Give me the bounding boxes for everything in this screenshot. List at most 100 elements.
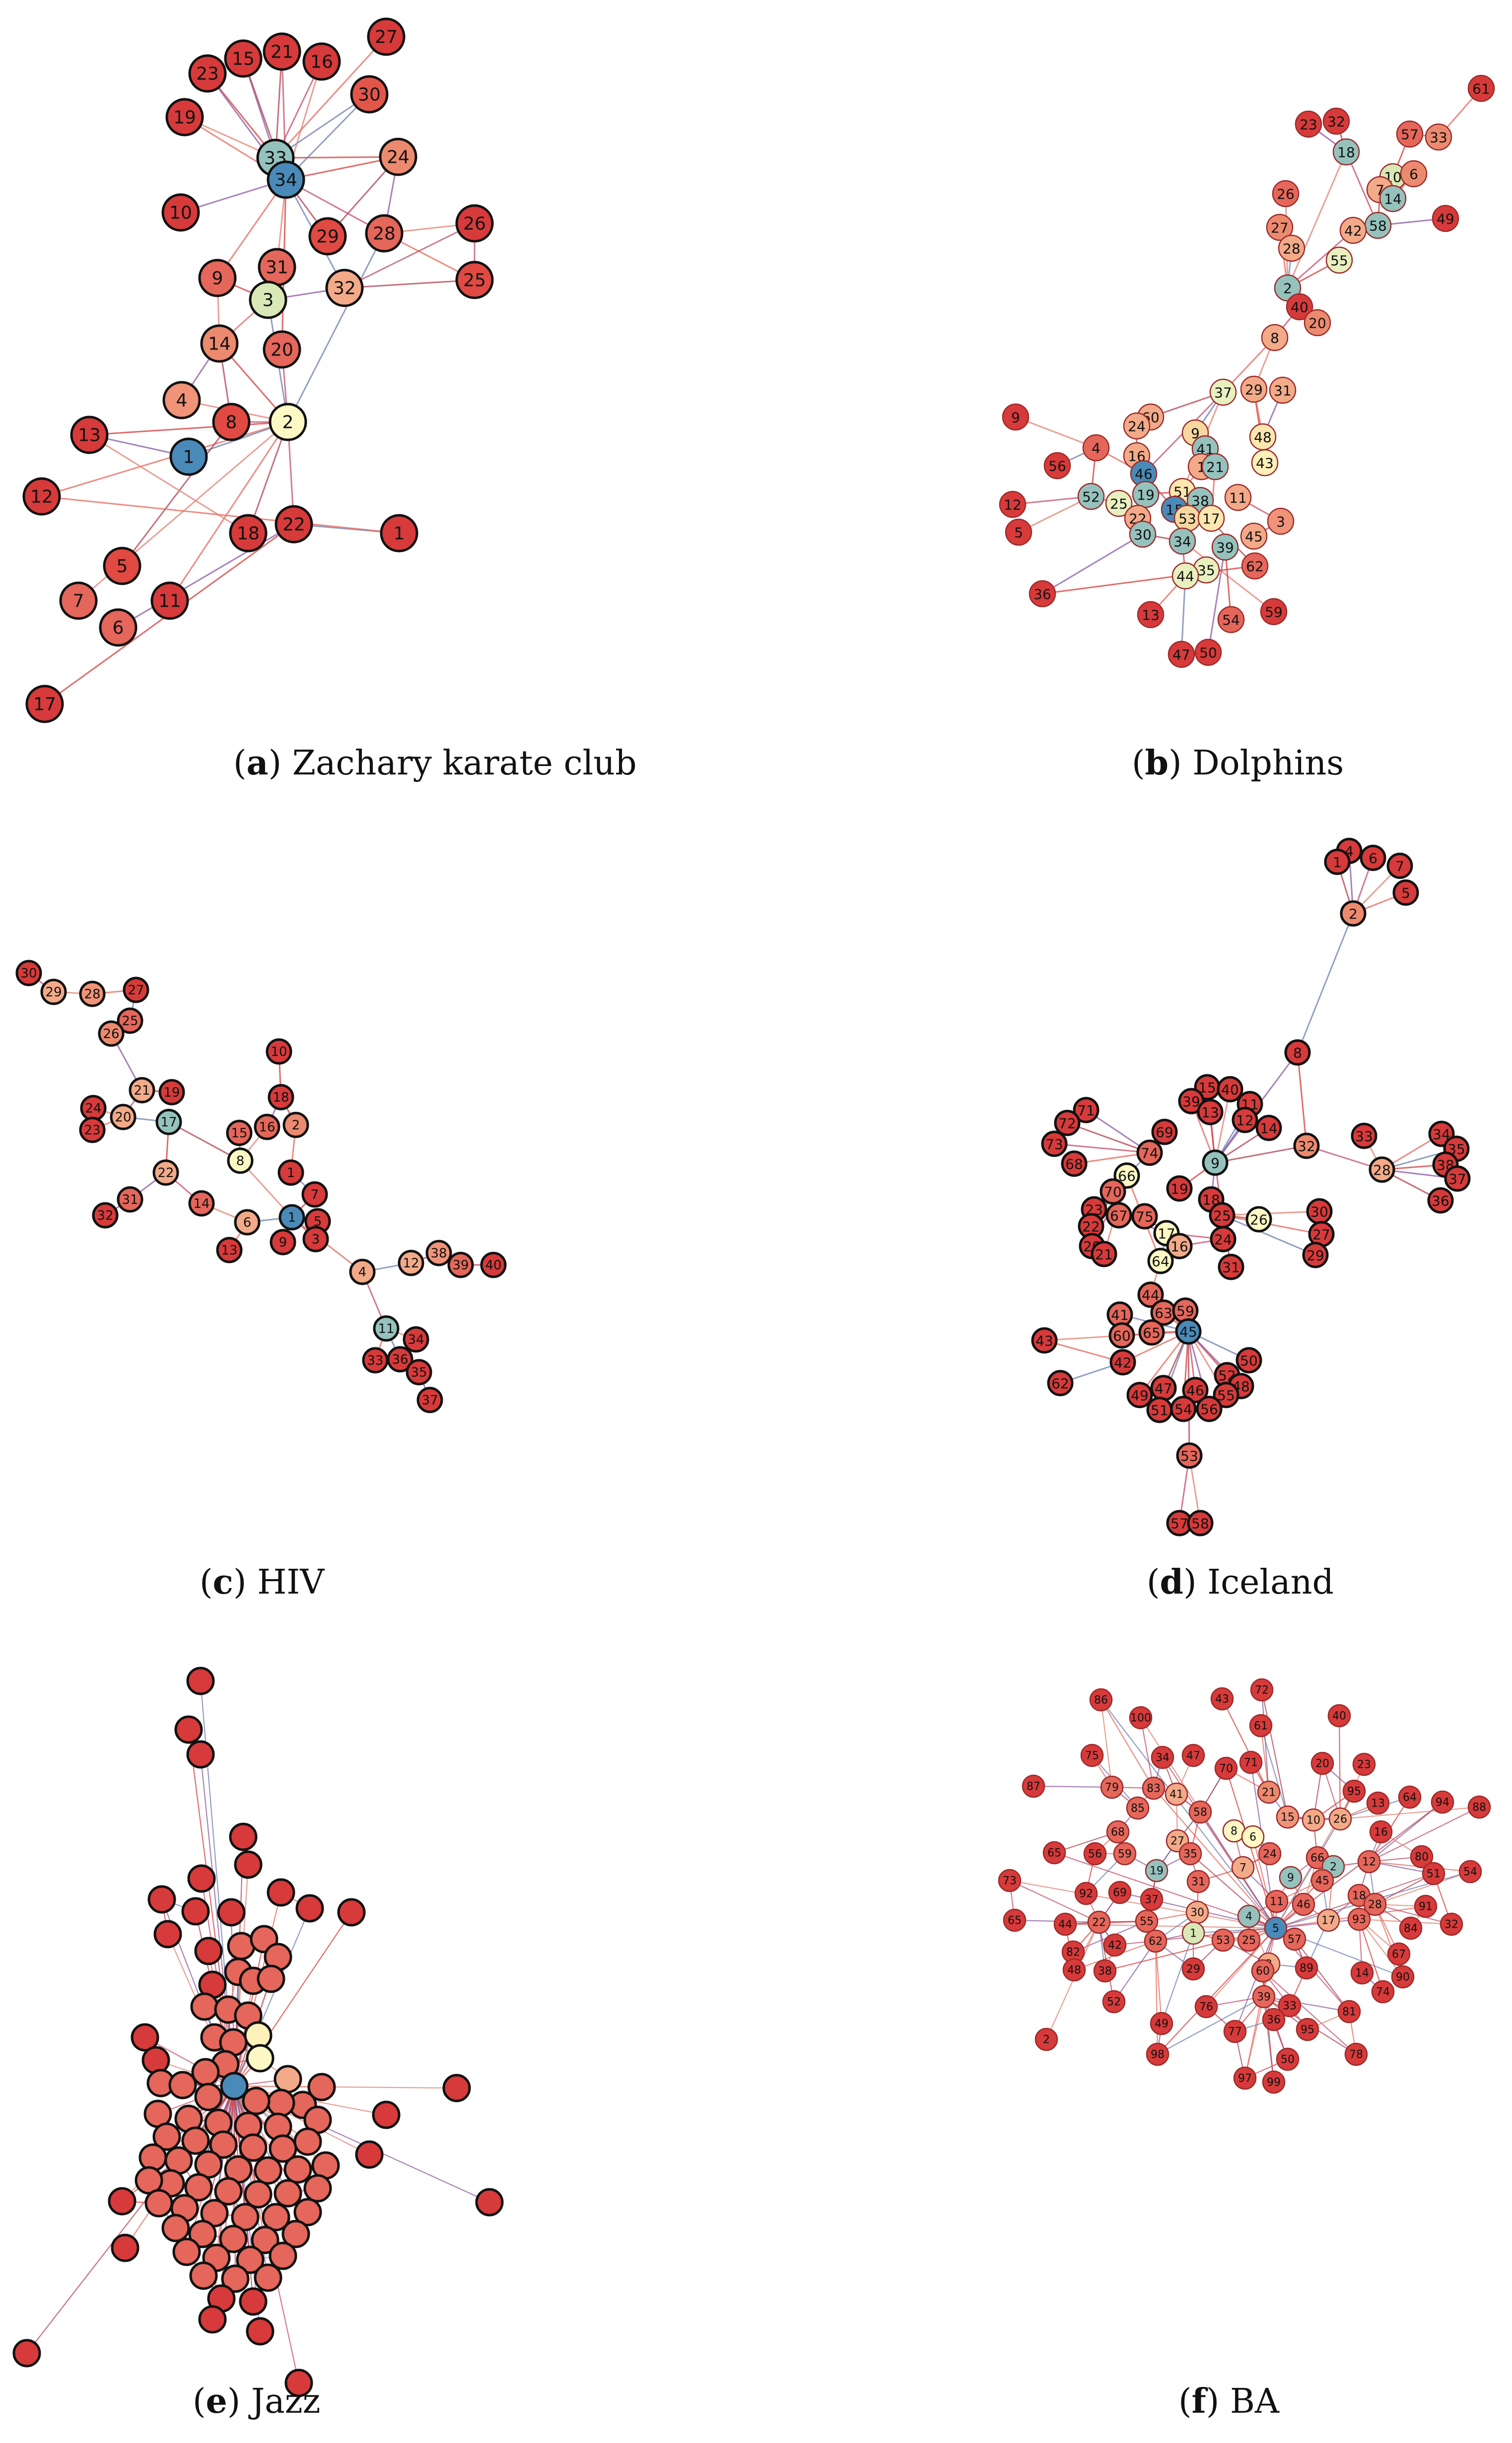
node-circle [186,1740,215,1769]
node-label: 100 [1130,1712,1151,1725]
node: 28 [79,980,106,1007]
node: 4 [1082,434,1110,462]
node: 83 [1142,1776,1166,1800]
node-circle [231,2203,260,2232]
node: 62 [1241,552,1269,580]
node-label: 4 [1092,440,1100,457]
node-label: 29 [1186,1963,1200,1976]
node: 67 [1105,1202,1132,1229]
node: 73 [1041,1130,1068,1157]
node: 65 [1042,1841,1066,1865]
node: 57 [1283,1927,1306,1951]
node-label: 17 [33,695,56,715]
node-circle [59,581,98,620]
node-label: 10 [1306,1815,1320,1827]
node: 25 [455,261,494,299]
node: 25 [1237,1928,1261,1952]
node-circle [1138,1319,1165,1346]
node-circle [1265,1889,1289,1913]
node-label: 5 [314,1214,322,1229]
node: 43 [1210,1687,1234,1711]
node: 44 [1053,1912,1077,1936]
node [219,2225,248,2253]
panel-caption-f: (f) BA [1178,2381,1280,2421]
node: 9 [198,259,237,297]
node-label: 9 [212,269,223,289]
node: 14 [1255,1115,1282,1141]
node-label: 8 [1231,1825,1237,1838]
node: 34 [1168,527,1196,555]
node-circle [214,2177,243,2206]
node: 82 [1061,1940,1085,1964]
node-circle [455,261,494,299]
node: 35 [406,1359,432,1386]
edge [1015,416,1097,449]
node-label: 74 [1376,1986,1390,1999]
node-circle [1186,1870,1210,1893]
node: 7 [301,1181,328,1208]
node-circle [227,1147,254,1174]
node: 61 [1249,1714,1273,1738]
node: 55 [1325,246,1353,274]
node: 54 [1170,1396,1197,1422]
node: 65 [1138,1319,1165,1346]
node: 26 [1272,180,1300,208]
node-circle [12,2339,41,2368]
node-circle [1218,1254,1244,1280]
edge [1261,1689,1289,1817]
node: 26 [1245,1206,1272,1233]
node-label: 52 [1107,1996,1121,2009]
node-circle [1129,1706,1153,1730]
node: 21 [263,32,301,71]
node-circle [1237,1904,1261,1928]
node: 30 [350,75,389,114]
node-label: 51 [1151,1402,1168,1419]
node-circle [1214,1756,1238,1780]
node-circle [1386,852,1413,879]
node-circle [1073,1097,1100,1123]
node-circle [70,416,109,454]
node-circle [1269,376,1297,404]
node: 19 [158,1079,185,1106]
node-circle [1276,2047,1300,2071]
node [242,2087,271,2115]
edge [144,2037,235,2087]
node: 42 [1339,216,1367,244]
node: 34 [1151,1745,1174,1769]
node-circle [1322,107,1350,135]
node: 29 [40,978,67,1005]
node-label: 2 [1349,906,1358,922]
edge [169,421,289,601]
node-label: 26 [1333,1814,1347,1826]
edge [1190,1853,1276,1929]
node-circle [1351,1122,1377,1149]
node-circle [209,2130,238,2159]
node: 3 [249,280,287,319]
node-label: 9 [1287,1872,1294,1885]
node-label: 27 [1271,220,1289,236]
node-circle [1251,1959,1275,1983]
node-circle [212,403,251,441]
node: 97 [1233,2066,1257,2090]
node-circle [1396,120,1424,148]
node [246,2317,275,2346]
node-label: 67 [1110,1208,1128,1224]
node [303,2174,332,2203]
node-label: 11 [378,1322,394,1336]
node-label: 73 [1003,1875,1017,1887]
node: 37 [1140,1887,1164,1911]
node-circle [79,1117,106,1143]
node-circle [254,2156,282,2185]
node-label: 40 [1221,1082,1239,1098]
node: 32 [92,1202,119,1229]
node-circle [425,1240,452,1266]
node-label: 75 [1085,1750,1099,1762]
node-circle [236,2245,265,2274]
node [257,1964,285,1993]
node-circle [1175,1318,1202,1345]
node-circle [1194,638,1222,666]
node-label: 4 [358,1265,367,1280]
node-circle [155,1109,182,1135]
node-circle [117,1007,143,1034]
